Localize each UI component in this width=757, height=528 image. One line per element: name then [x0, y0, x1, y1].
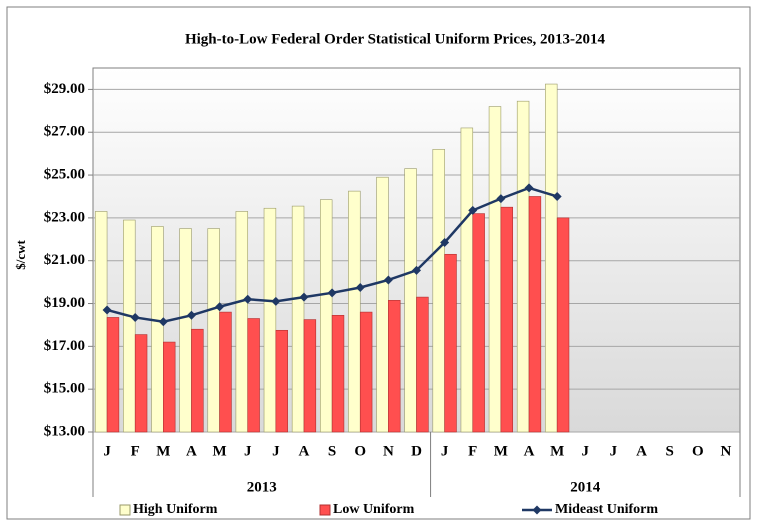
bar: [247, 318, 260, 433]
bar: [106, 317, 120, 433]
chart-title: High-to-Low Federal Order Statistical Un…: [185, 31, 606, 47]
bar: [545, 83, 558, 433]
x-tick-label: J: [582, 443, 590, 459]
x-tick-label: O: [354, 443, 366, 459]
legend-swatch: [119, 504, 131, 516]
bar: [556, 217, 570, 433]
line-marker: [158, 317, 168, 327]
legend-swatch: [319, 504, 331, 516]
bar: [528, 196, 542, 433]
x-tick-label: M: [156, 443, 170, 459]
x-tick-label: J: [610, 443, 618, 459]
bar: [460, 127, 474, 433]
bar: [388, 300, 401, 433]
bar: [275, 329, 288, 433]
line-marker: [468, 205, 478, 215]
group-label: 2014: [570, 479, 601, 495]
x-tick-label: S: [328, 443, 336, 459]
bar: [163, 341, 176, 433]
bar: [303, 319, 317, 433]
x-tick-label: A: [636, 443, 647, 459]
x-tick-label: M: [213, 443, 227, 459]
x-tick-label: N: [721, 443, 732, 459]
bar: [348, 190, 361, 433]
bar: [488, 106, 502, 433]
line-marker: [243, 294, 253, 304]
line-marker: [383, 275, 393, 285]
bar: [500, 206, 514, 433]
legend-label: Mideast Uniform: [555, 502, 658, 517]
y-tick-label: $29.00: [44, 81, 85, 97]
y-tick-label: $21.00: [44, 252, 85, 268]
x-tick-label: F: [131, 443, 140, 459]
x-tick-label: M: [550, 443, 564, 459]
y-axis-label: $/cwt: [13, 240, 28, 270]
y-tick-label: $27.00: [44, 124, 85, 140]
line-marker: [524, 183, 534, 193]
group-label: 2013: [247, 479, 277, 495]
bar: [94, 211, 108, 433]
line-marker: [130, 312, 140, 322]
line-marker: [186, 310, 196, 320]
x-tick-label: A: [299, 443, 310, 459]
x-tick-label: D: [411, 443, 422, 459]
bar: [235, 211, 249, 433]
bar: [331, 315, 345, 433]
y-tick-label: $15.00: [44, 381, 85, 397]
line-marker: [412, 265, 421, 275]
legend-swatch: [532, 505, 542, 515]
bar: [472, 213, 485, 433]
line-marker: [299, 292, 309, 302]
bar: [219, 311, 232, 433]
y-tick-label: $23.00: [44, 209, 85, 225]
x-tick-label: N: [383, 443, 394, 459]
x-tick-label: M: [494, 443, 508, 459]
y-tick-label: $25.00: [44, 166, 85, 182]
bar: [134, 334, 148, 433]
bar: [151, 226, 164, 433]
line-marker: [215, 302, 225, 312]
x-tick-label: F: [468, 443, 477, 459]
bar: [516, 100, 530, 433]
line-marker: [496, 194, 506, 204]
bar: [263, 207, 277, 433]
x-tick-label: S: [666, 443, 674, 459]
line-marker: [102, 305, 112, 315]
x-tick-label: A: [186, 443, 197, 459]
bar: [404, 168, 417, 433]
bar: [432, 149, 445, 433]
y-tick-label: $13.00: [44, 423, 85, 439]
bar: [123, 219, 136, 433]
line-marker: [355, 282, 365, 292]
y-tick-label: $17.00: [44, 338, 85, 354]
bar: [319, 199, 333, 433]
x-tick-label: O: [692, 443, 704, 459]
line-marker: [271, 296, 281, 306]
x-tick-label: J: [244, 443, 252, 459]
line-marker: [327, 288, 337, 298]
x-tick-label: J: [272, 443, 280, 459]
x-tick-label: J: [103, 443, 111, 459]
x-tick-label: A: [524, 443, 535, 459]
bar: [207, 228, 220, 433]
bar: [444, 253, 457, 433]
bar: [416, 296, 429, 433]
bar: [359, 311, 373, 433]
bar: [191, 328, 204, 433]
line-marker: [440, 238, 450, 248]
bar: [291, 205, 305, 433]
bar: [179, 228, 192, 433]
legend-label: Low Uniform: [333, 502, 415, 517]
x-tick-label: J: [441, 443, 449, 459]
legend-label: High Uniform: [133, 502, 218, 517]
line-marker: [552, 191, 562, 201]
bar: [376, 176, 389, 433]
y-tick-label: $19.00: [44, 295, 85, 311]
